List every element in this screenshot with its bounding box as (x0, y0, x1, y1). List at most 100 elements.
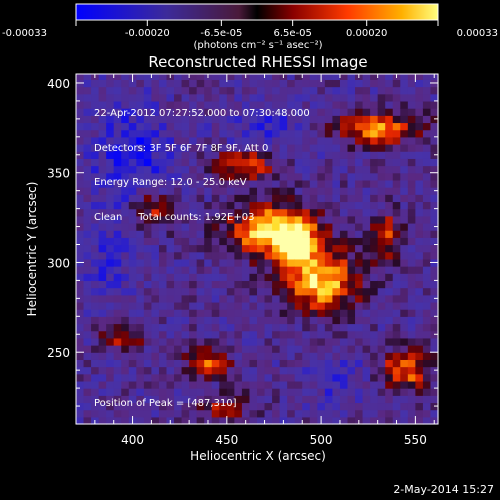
heatmap-cell (347, 395, 356, 404)
heatmap-cell (324, 144, 334, 152)
heatmap-cell (249, 230, 258, 238)
heatmap-cell (219, 237, 228, 246)
heatmap-cell (166, 395, 175, 404)
heatmap-cell (407, 388, 416, 396)
heatmap-cell (385, 129, 394, 138)
heatmap-cell (181, 373, 190, 382)
heatmap-cell (196, 179, 205, 188)
heatmap-cell (264, 93, 273, 102)
y-tick-label: 400 (47, 77, 70, 91)
heatmap-cell (385, 366, 394, 375)
heatmap-cell (204, 380, 213, 389)
heatmap-cell (174, 359, 183, 368)
heatmap-cell (189, 144, 198, 152)
heatmap-cell (355, 266, 364, 274)
heatmap-cell (302, 144, 311, 152)
heatmap-cell (211, 172, 220, 181)
heatmap-cell (83, 100, 92, 109)
heatmap-cell (264, 416, 273, 425)
heatmap-cell (264, 201, 273, 210)
heatmap-cell (219, 280, 228, 289)
heatmap-cell (377, 244, 386, 253)
heatmap-cell (128, 215, 137, 224)
heatmap-cell (377, 388, 386, 396)
heatmap-cell (98, 115, 107, 124)
heatmap-cell (362, 115, 371, 124)
heatmap-cell (415, 222, 424, 231)
heatmap-cell (339, 388, 349, 396)
heatmap-cell (143, 172, 153, 181)
heatmap-cell (204, 93, 213, 102)
heatmap-cell (317, 237, 326, 246)
heatmap-cell (83, 208, 92, 217)
heatmap-cell (392, 266, 401, 274)
heatmap-cell (355, 301, 364, 310)
heatmap-cell (385, 301, 394, 310)
heatmap-cell (166, 136, 175, 145)
heatmap-cell (324, 380, 334, 389)
heatmap-cell (91, 230, 100, 238)
heatmap-cell (241, 93, 251, 102)
heatmap-cell (407, 194, 416, 203)
heatmap-cell (151, 258, 160, 267)
heatmap-cell (121, 222, 130, 231)
heatmap-cell (332, 402, 341, 411)
heatmap-cell (226, 222, 235, 231)
heatmap-cell (279, 201, 288, 210)
heatmap-cell (287, 129, 296, 138)
heatmap-cell (415, 129, 424, 138)
heatmap-cell (181, 280, 190, 289)
heatmap-cell (407, 74, 416, 80)
heatmap-cell (362, 345, 371, 353)
heatmap-cell (317, 79, 326, 88)
heatmap-cell (226, 416, 235, 425)
heatmap-cell (158, 201, 168, 210)
heatmap-cell (241, 86, 251, 95)
heatmap-cell (91, 316, 100, 325)
heatmap-cell (234, 74, 243, 80)
heatmap-cell (143, 115, 153, 124)
heatmap-cell (106, 215, 115, 224)
heatmap-cell (166, 366, 175, 375)
heatmap-cell (241, 352, 251, 360)
heatmap-cell (415, 79, 424, 88)
heatmap-cell (309, 222, 318, 231)
peak-position-label: Position of Peak = [487,310] (94, 398, 237, 409)
heatmap-cell (158, 402, 168, 411)
heatmap-cell (158, 359, 168, 368)
heatmap-cell (332, 165, 341, 174)
heatmap-cell (211, 93, 220, 102)
heatmap-cell (91, 100, 100, 109)
heatmap-cell (332, 237, 341, 246)
heatmap-cell (166, 402, 175, 411)
x-tick-label: 400 (121, 433, 144, 447)
heatmap-cell (272, 136, 281, 145)
heatmap-cell (234, 93, 243, 102)
heatmap-cell (83, 395, 92, 404)
heatmap-cell (430, 251, 439, 260)
heatmap-cell (234, 416, 243, 425)
heatmap-cell (83, 244, 92, 253)
heatmap-cell (279, 388, 288, 396)
colorbar-tick-label: 0.00033 (457, 28, 498, 39)
heatmap-cell (385, 100, 394, 109)
heatmap-cell (181, 222, 190, 231)
heatmap-cell (106, 244, 115, 253)
heatmap-cell (151, 215, 160, 224)
heatmap-cell (166, 100, 175, 109)
heatmap-cell (332, 115, 341, 124)
heatmap-cell (166, 129, 175, 138)
heatmap-cell (158, 395, 168, 404)
heatmap-cell (249, 151, 258, 159)
heatmap-cell (136, 395, 145, 404)
heatmap-cell (226, 187, 235, 195)
heatmap-cell (332, 187, 341, 195)
heatmap-cell (287, 151, 296, 159)
heatmap-cell (196, 165, 205, 174)
heatmap-cell (189, 151, 198, 159)
heatmap-cell (400, 165, 409, 174)
heatmap-cell (136, 122, 145, 131)
heatmap-cell (415, 309, 424, 317)
heatmap-cell (407, 352, 416, 360)
heatmap-cell (211, 100, 220, 109)
